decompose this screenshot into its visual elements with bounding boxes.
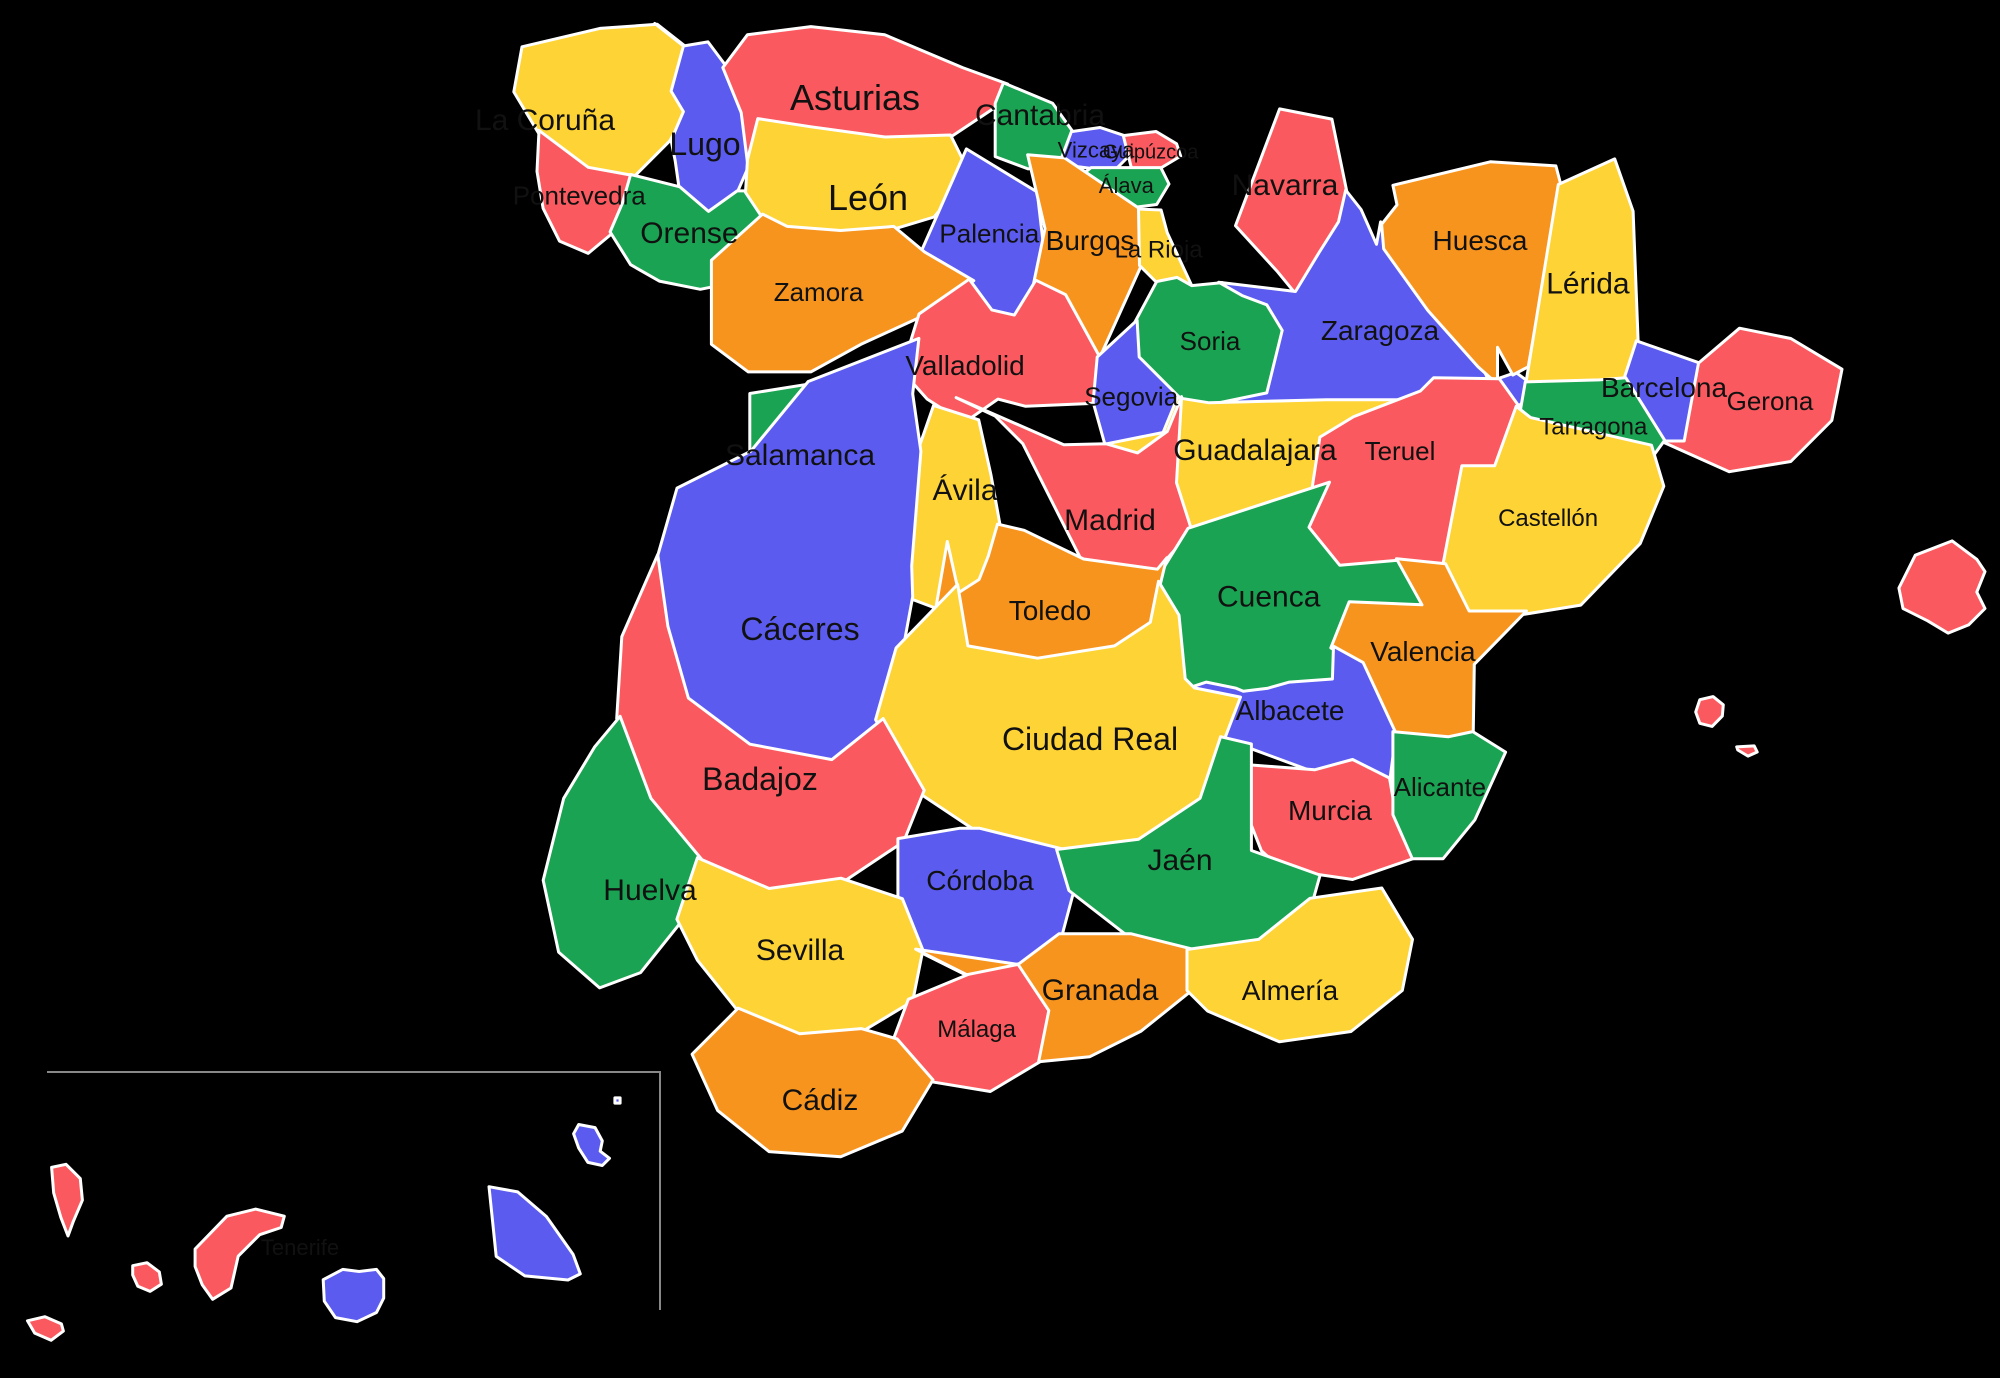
svg-text:Lérida: Lérida <box>1546 268 1630 301</box>
svg-text:Sevilla: Sevilla <box>756 934 845 967</box>
svg-text:Granada: Granada <box>1042 974 1159 1007</box>
svg-text:Teruel: Teruel <box>1365 436 1436 466</box>
svg-text:Madrid: Madrid <box>1064 504 1156 537</box>
svg-text:Gerona: Gerona <box>1727 386 1814 416</box>
svg-text:Albacete: Albacete <box>1236 695 1345 726</box>
svg-text:Orense: Orense <box>640 217 738 250</box>
svg-text:Alicante: Alicante <box>1394 772 1487 802</box>
svg-text:Cádiz: Cádiz <box>782 1084 859 1117</box>
svg-text:Zaragoza: Zaragoza <box>1321 315 1440 346</box>
svg-text:Murcia: Murcia <box>1288 795 1372 826</box>
svg-text:Guipúzcoa: Guipúzcoa <box>1103 142 1199 164</box>
svg-text:Huelva: Huelva <box>603 874 697 907</box>
svg-text:Tarragona: Tarragona <box>1539 414 1648 441</box>
svg-text:Toledo: Toledo <box>1009 595 1092 626</box>
svg-text:León: León <box>828 177 908 218</box>
svg-text:Segovia: Segovia <box>1084 382 1178 412</box>
svg-text:Almería: Almería <box>1242 975 1339 1006</box>
svg-text:Valladolid: Valladolid <box>905 350 1024 381</box>
svg-text:Pontevedra: Pontevedra <box>513 181 647 211</box>
svg-text:Lugo: Lugo <box>669 126 740 162</box>
svg-text:Castellón: Castellón <box>1498 505 1598 532</box>
svg-text:Álava: Álava <box>1099 173 1155 198</box>
svg-text:Ávila: Ávila <box>932 474 997 507</box>
svg-text:Barcelona: Barcelona <box>1601 372 1728 403</box>
svg-text:Valencia: Valencia <box>1370 636 1476 667</box>
svg-text:La Rioja: La Rioja <box>1115 237 1204 264</box>
svg-text:Huesca: Huesca <box>1433 225 1528 256</box>
svg-text:Jaén: Jaén <box>1147 844 1212 877</box>
svg-text:Córdoba: Córdoba <box>926 865 1034 896</box>
svg-text:Soria: Soria <box>1180 326 1241 356</box>
svg-text:Salamanca: Salamanca <box>725 439 875 472</box>
svg-text:Badajoz: Badajoz <box>702 761 818 797</box>
svg-text:Tenerife: Tenerife <box>261 1235 339 1260</box>
svg-text:Navarra: Navarra <box>1232 169 1339 202</box>
svg-text:Ciudad Real: Ciudad Real <box>1002 721 1178 757</box>
svg-text:Palencia: Palencia <box>939 219 1039 249</box>
svg-text:La Coruña: La Coruña <box>475 104 615 137</box>
svg-text:Cuenca: Cuenca <box>1217 581 1321 614</box>
svg-text:Asturias: Asturias <box>790 77 920 118</box>
svg-text:Cantabria: Cantabria <box>975 99 1105 132</box>
svg-text:Málaga: Málaga <box>937 1016 1016 1043</box>
svg-text:Cáceres: Cáceres <box>740 611 859 647</box>
svg-text:Zamora: Zamora <box>774 277 864 307</box>
svg-text:Guadalajara: Guadalajara <box>1173 434 1337 467</box>
